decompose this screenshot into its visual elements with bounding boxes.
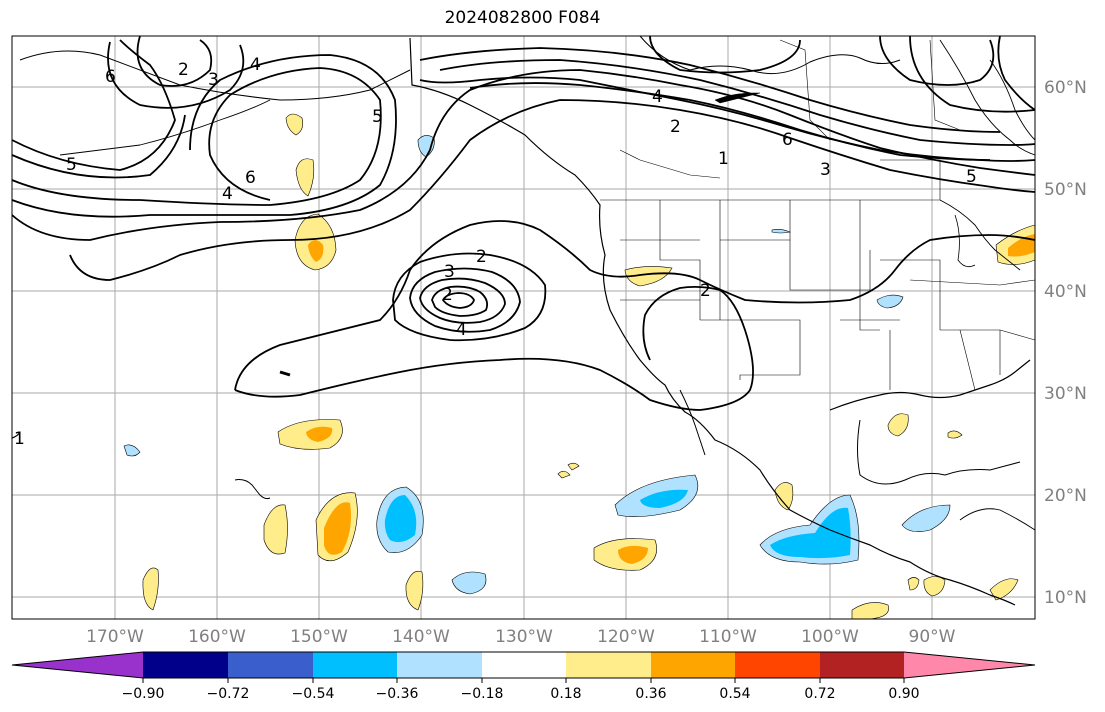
contour-label: 2 bbox=[700, 281, 711, 301]
colorbar-segment bbox=[482, 652, 566, 678]
colorbar-tick-label: 0.90 bbox=[888, 686, 919, 702]
contour-label: 1 bbox=[718, 149, 729, 169]
lon-label: 120°W bbox=[597, 627, 655, 647]
lon-label: 150°W bbox=[290, 627, 348, 647]
map-title: 2024082800 F084 bbox=[444, 8, 601, 28]
colorbar-segment bbox=[735, 652, 820, 678]
colorbar-segment bbox=[397, 652, 482, 678]
longitude-labels: 170°W 160°W 150°W 140°W 130°W 120°W 110°… bbox=[86, 627, 956, 647]
lat-label: 30°N bbox=[1044, 384, 1087, 404]
state-boundaries bbox=[600, 39, 1036, 391]
colorbar-tick-label: 0.18 bbox=[550, 686, 581, 702]
colorbar-tick-label: 0.72 bbox=[804, 686, 835, 702]
contour-label-group: 6 2 3 4 5 6 4 5 2 3 2 4 4 2 1 6 3 5 2 1 bbox=[14, 55, 977, 449]
lon-label: 100°W bbox=[801, 627, 859, 647]
map-frame bbox=[11, 35, 1036, 620]
colorbar-segment bbox=[820, 652, 904, 678]
lat-label: 40°N bbox=[1044, 282, 1087, 302]
colorbar-tick-label: −0.54 bbox=[292, 686, 335, 702]
lon-label: 140°W bbox=[392, 627, 450, 647]
colorbar-tick-label: 0.36 bbox=[635, 686, 666, 702]
colorbar-segment bbox=[566, 652, 651, 678]
colorbar-tick-label: −0.18 bbox=[461, 686, 504, 702]
contour-label: 3 bbox=[820, 160, 831, 180]
contour-label: 4 bbox=[250, 55, 261, 75]
colorbar-tick-label: −0.72 bbox=[207, 686, 250, 702]
contour-label: 5 bbox=[66, 155, 77, 175]
latitude-labels: 60°N 50°N 40°N 30°N 20°N 10°N bbox=[1044, 78, 1087, 608]
contour-label: 4 bbox=[652, 87, 663, 107]
contour-label: 3 bbox=[444, 262, 455, 282]
lon-label: 160°W bbox=[188, 627, 246, 647]
colorbar-tick-label: 0.54 bbox=[719, 686, 750, 702]
contour-label: 4 bbox=[222, 184, 233, 204]
contour-label: 2 bbox=[178, 60, 189, 80]
lon-label: 130°W bbox=[495, 627, 553, 647]
lat-label: 60°N bbox=[1044, 78, 1087, 98]
colorbar-segment bbox=[651, 652, 735, 678]
contour-label: 2 bbox=[476, 247, 487, 267]
colorbar-segment bbox=[228, 652, 313, 678]
colorbar-tick-label: −0.90 bbox=[122, 686, 165, 702]
lat-label: 50°N bbox=[1044, 180, 1087, 200]
contour-lines bbox=[11, 35, 1036, 439]
lon-label: 110°W bbox=[699, 627, 757, 647]
contour-label: 4 bbox=[456, 320, 467, 340]
contour-label: 1 bbox=[14, 429, 25, 449]
contour-label: 5 bbox=[966, 167, 977, 187]
colorbar: −0.90 −0.72 −0.54 −0.36 −0.18 0.18 0.36 … bbox=[11, 651, 1036, 702]
colorbar-segment bbox=[313, 652, 397, 678]
contour-label: 2 bbox=[442, 285, 453, 305]
lat-label: 10°N bbox=[1044, 588, 1087, 608]
contour-label: 3 bbox=[208, 70, 219, 90]
lon-label: 90°W bbox=[909, 627, 956, 647]
colorbar-segment bbox=[143, 652, 228, 678]
contour-label: 6 bbox=[245, 168, 256, 188]
contour-label: 5 bbox=[372, 107, 383, 127]
coastlines-and-borders bbox=[19, 35, 1036, 606]
contour-label: 6 bbox=[105, 67, 116, 87]
colorbar-tick-label: −0.36 bbox=[376, 686, 419, 702]
contour-label: 6 bbox=[782, 130, 793, 150]
colorbar-right-extension bbox=[904, 652, 1035, 678]
contour-label: 2 bbox=[670, 117, 681, 137]
lat-label: 20°N bbox=[1044, 486, 1087, 506]
colorbar-left-extension bbox=[12, 652, 143, 678]
shaded-anomalies bbox=[123, 113, 1036, 620]
lon-label: 170°W bbox=[86, 627, 144, 647]
